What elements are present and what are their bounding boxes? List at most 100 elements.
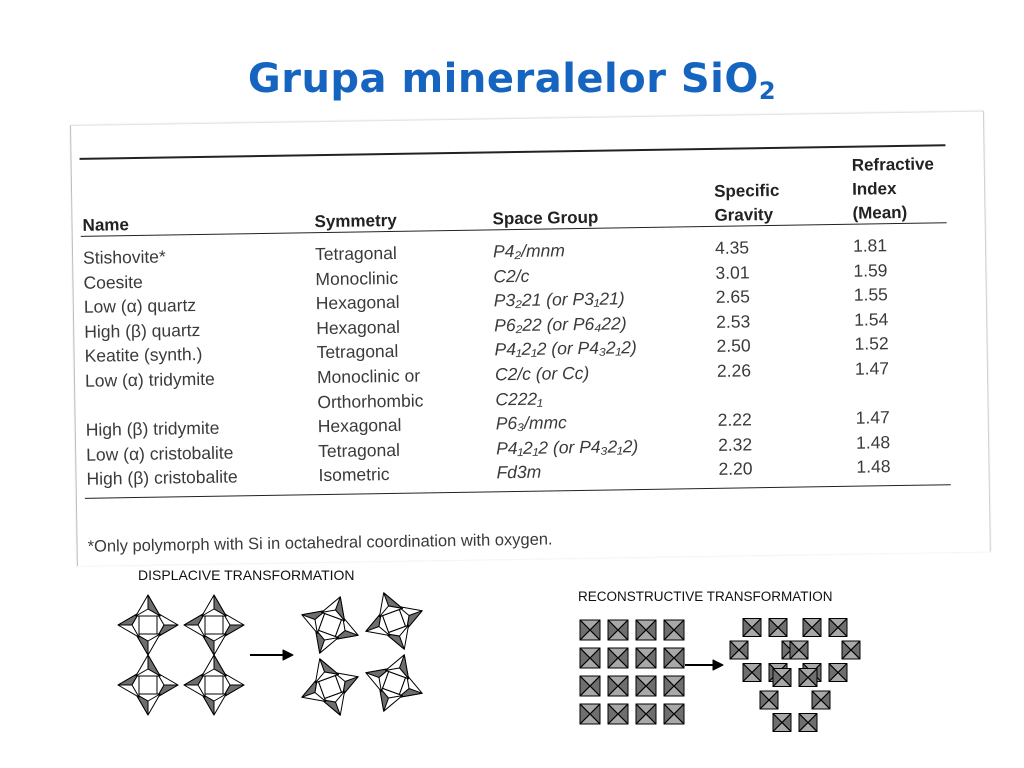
octahedron-edge [579, 619, 601, 641]
cell-name: Stishovite* [82, 246, 166, 268]
cell-refractive-index: 1.52 [854, 333, 889, 355]
octahedron-edge [742, 618, 762, 637]
tetrahedron-face [378, 686, 403, 699]
octahedron-edge [635, 703, 657, 725]
tetrahedron-face [397, 605, 410, 630]
cell-space-group: P3₂21 (or P3₁21) [493, 288, 625, 311]
cell-symmetry: Isometric [318, 464, 390, 486]
octahedron-edge [663, 703, 685, 725]
tetrahedron-face [135, 633, 161, 642]
cell-specific-gravity: 2.20 [718, 458, 753, 480]
cell-specific-gravity: 2.65 [715, 286, 750, 308]
tetrahedron-face [201, 633, 227, 642]
cell-name: Keatite (synth.) [84, 344, 203, 367]
tetrahedron-face [135, 693, 161, 702]
arrow-head [282, 649, 294, 661]
cell-name: Low (α) tridymite [84, 368, 215, 391]
tetrahedron-face [222, 672, 231, 698]
scanned-table-image: Name Symmetry Space Group Specific Gravit… [70, 110, 991, 566]
octahedron-edge [579, 703, 601, 725]
tetrahedron-face [197, 612, 206, 638]
cell-name: Low (α) cristobalite [86, 442, 234, 465]
cell-space-group: P6₃/mmc [495, 412, 568, 434]
cell-refractive-index: 1.47 [854, 358, 890, 379]
tetrahedron-face [131, 612, 140, 638]
cell-name: High (β) cristobalite [86, 466, 238, 490]
octahedron-edge [635, 619, 657, 641]
cell-specific-gravity [717, 381, 855, 408]
cell-refractive-index: 1.59 [853, 259, 888, 281]
title-text: Grupa mineralelor SiO [247, 56, 759, 102]
cell-name: Low (α) quartz [83, 295, 197, 317]
cell-name: Coesite [83, 271, 143, 293]
cell-space-group: C2/c (or Cc) [494, 362, 590, 385]
displacive-label: DISPLACIVE TRANSFORMATION [138, 567, 355, 583]
octahedron-edge [635, 675, 657, 697]
octahedron-edge [772, 713, 792, 732]
octahedron-edge [798, 668, 818, 687]
cell-refractive-index: 1.47 [855, 407, 890, 428]
cell-symmetry: Tetragonal [314, 242, 397, 265]
cell-symmetry: Hexagonal [317, 414, 402, 437]
octahedron-edge [607, 619, 629, 641]
octahedron-edge [607, 647, 629, 669]
tetrahedron-face [131, 672, 140, 698]
tetrahedron-face [378, 612, 391, 637]
octahedron-edge [772, 668, 792, 687]
table-header-row: Name Symmetry Space Group Specific Gravit… [80, 152, 963, 246]
cell-space-group: C2/c [493, 265, 530, 286]
slide-title: Grupa mineralelor SiO2 [0, 56, 1024, 105]
tetrahedron-face [135, 668, 161, 677]
tetrahedron-face [314, 628, 339, 641]
octahedron-edge [798, 713, 818, 732]
octahedron-edge [663, 647, 685, 669]
table-footnote: *Only polymorph with Si in octahedral co… [87, 530, 553, 556]
tetrahedron-face [385, 624, 410, 637]
cell-symmetry: Hexagonal [316, 316, 401, 338]
tetrahedron-face [156, 612, 165, 638]
title-subscript: 2 [758, 77, 777, 105]
tetrahedron-face [197, 672, 206, 698]
tetrahedron-face [201, 608, 227, 617]
mineral-table: Name Symmetry Space Group Specific Gravit… [80, 152, 967, 492]
cell-specific-gravity: 2.53 [716, 311, 751, 332]
arrow-head [712, 659, 724, 671]
cell-refractive-index: 1.54 [853, 308, 889, 330]
cell-refractive-index: 1.55 [853, 284, 888, 305]
octahedron-edge [802, 618, 822, 637]
tetrahedron-face [222, 612, 231, 638]
cell-refractive-index: 1.81 [852, 235, 888, 256]
tetrahedron-face [397, 674, 410, 699]
tetrahedron-face [314, 609, 327, 634]
octahedron-edge [635, 647, 657, 669]
tetrahedron-face [314, 671, 339, 684]
octahedron-edge [828, 618, 848, 637]
cell-refractive-index: 1.48 [856, 456, 891, 478]
tetrahedron-face [314, 678, 327, 703]
cell-symmetry: Tetragonal [316, 341, 399, 363]
octahedron-edge [607, 703, 629, 725]
octahedron-edge [811, 690, 831, 710]
tetrahedron-face [321, 690, 346, 703]
octahedron-edge [759, 690, 779, 710]
cell-space-group: Fd3m [496, 461, 542, 483]
octahedron-edge [579, 647, 601, 669]
octahedron-edge [729, 640, 749, 660]
table-body: Stishovite* Tetragonal P4₂/mnm 4.35 1.81 Coes… [81, 232, 967, 492]
cell-specific-gravity: 2.22 [717, 409, 752, 431]
cell-symmetry: Monoclinic [315, 267, 399, 289]
tetrahedron-face [385, 667, 410, 680]
tetrahedron-face [321, 609, 346, 622]
cell-specific-gravity: 4.35 [714, 237, 750, 258]
octahedron-edge [768, 618, 788, 637]
octahedron-edge [742, 663, 762, 682]
octahedron-edge [663, 619, 685, 641]
tetrahedron-face [135, 608, 161, 617]
cell-symmetry: Monoclinic or [316, 365, 421, 388]
cell-name: High (β) tridymite [85, 417, 220, 440]
cell-space-group: P4₁2₁2 (or P4₃2₁2) [495, 435, 639, 459]
tetrahedron-face [333, 671, 346, 696]
octahedron-edge [607, 675, 629, 697]
cell-symmetry: Tetragonal [317, 439, 401, 461]
cell-refractive-index [855, 380, 965, 406]
